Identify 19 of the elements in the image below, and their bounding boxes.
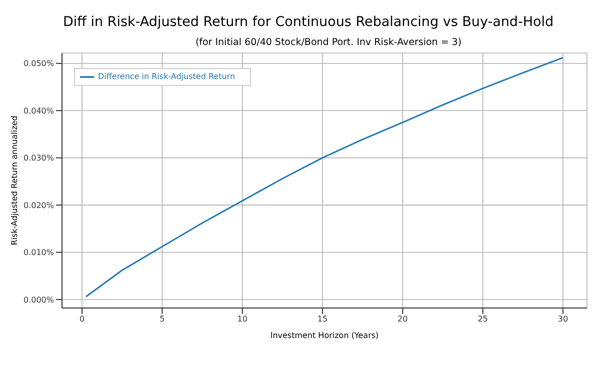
chart-title: Diff in Risk-Adjusted Return for Continuous Rebalancing vs Buy-and-Hold	[63, 14, 554, 30]
y-tick-label: 0.000%	[23, 295, 54, 304]
x-tick-label: 0	[79, 314, 85, 324]
y-tick-label: 0.010%	[23, 248, 54, 258]
y-axis-title: Risk-Adjusted Return annualized	[10, 116, 19, 246]
x-tick-label: 5	[160, 314, 165, 324]
x-tick-label: 25	[478, 314, 488, 324]
y-tick-label: 0.040%	[23, 106, 54, 116]
legend-label: Difference in Risk-Adjusted Return	[98, 72, 236, 82]
y-tick-label: 0.050%	[23, 59, 54, 68]
x-tick-label: 30	[558, 314, 568, 324]
x-tick-label: 20	[398, 314, 408, 324]
x-axis-title: Investment Horizon (Years)	[270, 331, 379, 340]
x-tick-label: 15	[317, 314, 328, 324]
y-tick-label: 0.020%	[23, 200, 54, 210]
chart-subtitle: (for Initial 60/40 Stock/Bond Port. Inv Risk-Aversion = 3)	[194, 37, 463, 48]
x-tick-label: 10	[237, 314, 248, 324]
y-tick-label: 0.030%	[23, 154, 54, 163]
line-series	[85, 56, 564, 298]
